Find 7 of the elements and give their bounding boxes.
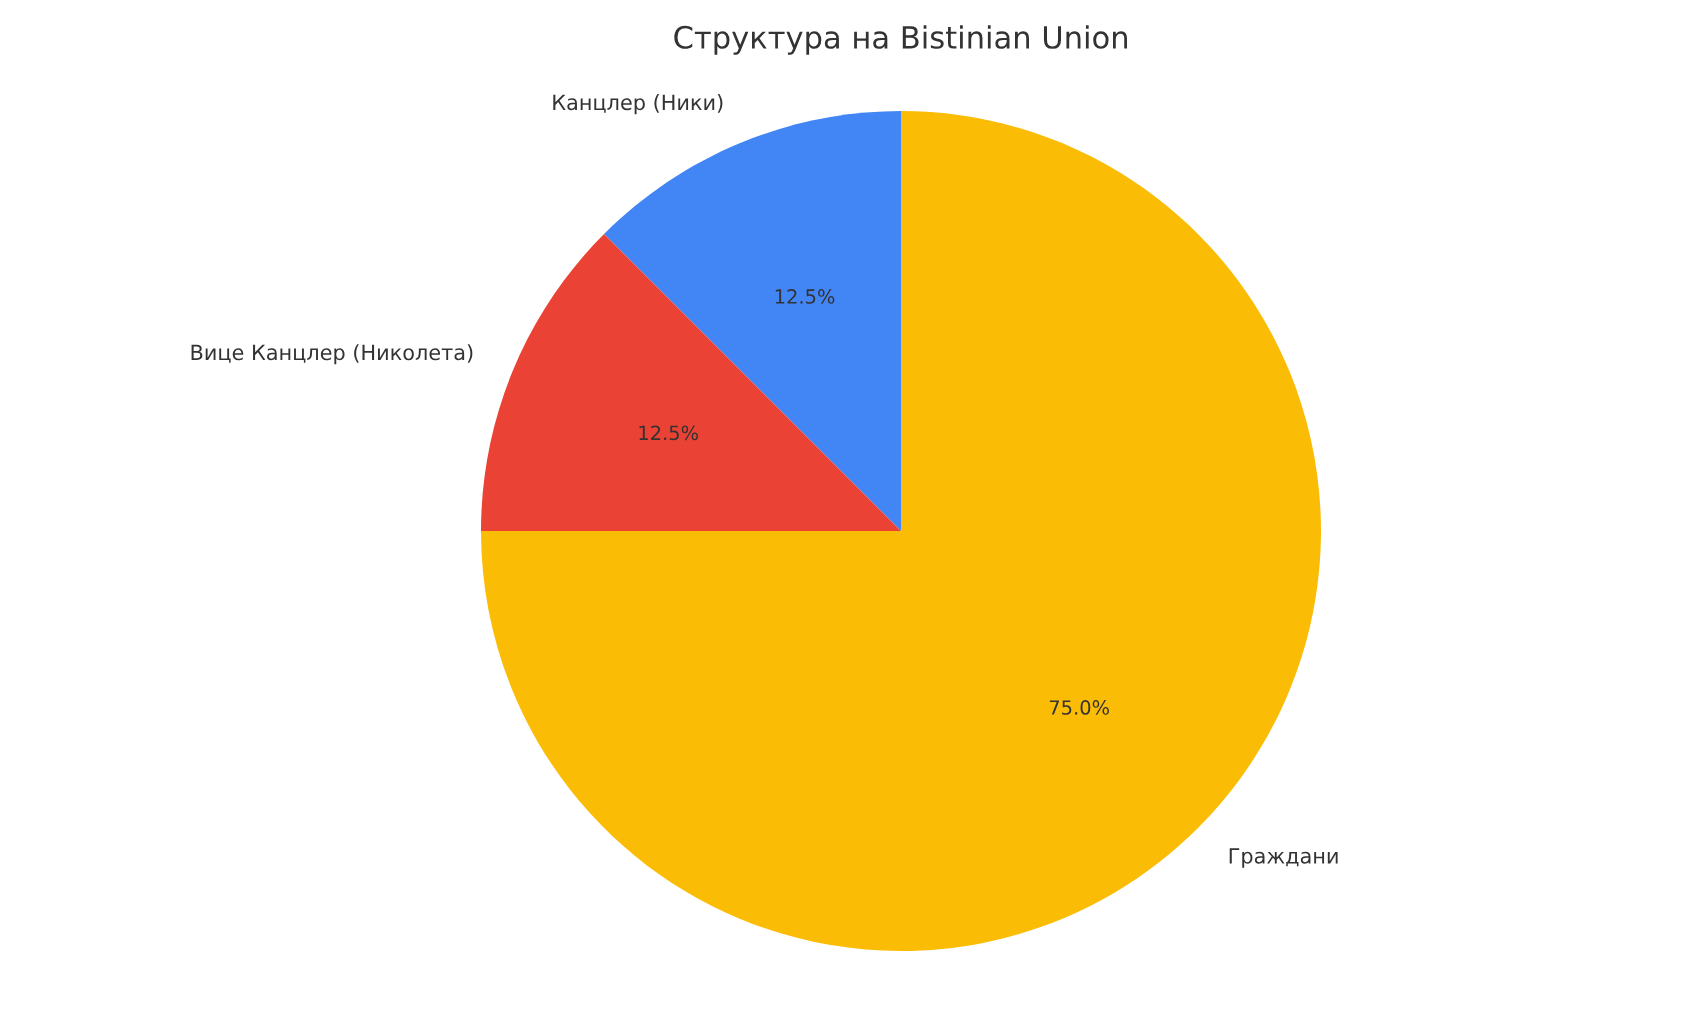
chart-title: Структура на Bistinian Union — [674, 25, 1127, 55]
slice-label: Граждани — [1229, 848, 1338, 868]
data-label: 75.0% — [1049, 700, 1109, 715]
slice-label: Вице Канцлер (Николета) — [191, 344, 473, 365]
slice-label: Канцлер (Ники) — [553, 94, 723, 115]
data-label: 12.5% — [775, 289, 835, 304]
data-label: 12.5% — [639, 425, 698, 441]
